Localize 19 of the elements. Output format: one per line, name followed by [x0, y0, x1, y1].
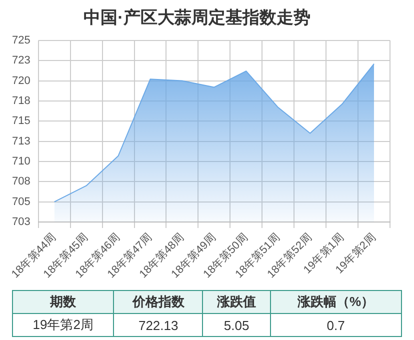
- y-tick-label: 720: [12, 74, 30, 87]
- text: 5.05: [202, 314, 270, 336]
- y-tick-label: 705: [12, 196, 30, 208]
- y-tick-label: 718: [12, 94, 30, 107]
- chart-title: 中国·产区大蒜周定基指数走势: [84, 8, 310, 27]
- y-tick-label: 715: [12, 115, 30, 128]
- y-tick-label: 710: [12, 156, 30, 168]
- text: 期数: [12, 290, 114, 314]
- y-tick-label: 725: [12, 34, 30, 46]
- text: 0.7: [270, 314, 402, 336]
- text: 19年第2周: [12, 314, 114, 336]
- text: 涨跌值: [202, 290, 270, 314]
- y-tick-label: 703: [12, 216, 30, 228]
- y-tick-label: 713: [12, 135, 30, 148]
- text: 涨跌幅（%）: [270, 290, 402, 314]
- y-tick-label: 708: [12, 176, 30, 188]
- text: 价格指数: [114, 290, 203, 314]
- text: 722.13: [114, 314, 203, 336]
- y-tick-label: 723: [12, 54, 30, 67]
